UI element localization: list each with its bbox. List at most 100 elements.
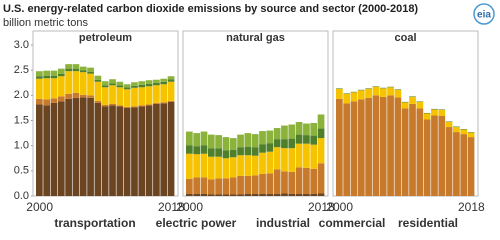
bar-segment <box>123 84 131 88</box>
chart: U.S. energy-related carbon dioxide emiss… <box>3 3 495 230</box>
bar-segment <box>43 99 51 106</box>
panel-title: petroleum <box>79 32 132 44</box>
bar-segment <box>109 83 116 86</box>
bar-segment <box>379 88 387 97</box>
bar-segment <box>416 108 424 196</box>
bar-segment <box>266 143 274 152</box>
bar-segment <box>72 92 80 98</box>
bar-segment <box>193 154 201 178</box>
bar-segment <box>409 103 416 196</box>
bar-segment <box>50 78 58 99</box>
bar-segment <box>138 87 146 106</box>
bar-segment <box>431 108 438 110</box>
x-tick-label: 2000 <box>176 200 203 214</box>
bar-segment <box>237 155 244 176</box>
bar-segment <box>394 89 402 90</box>
bar-segment <box>438 109 446 116</box>
bar-segment <box>65 64 72 69</box>
bar-segment <box>317 193 325 196</box>
bar-segment <box>244 193 252 196</box>
bar-segment <box>438 109 446 110</box>
bar-segment <box>57 73 65 77</box>
bar-segment <box>207 179 215 195</box>
bar-segment <box>350 91 358 93</box>
bar-segment <box>259 131 266 145</box>
bar-segment <box>401 101 409 103</box>
bar-segment <box>215 178 222 195</box>
y-tick-label: 0.0 <box>14 190 29 202</box>
bar-segment <box>288 124 296 139</box>
bar-segment <box>57 76 65 97</box>
bar-segment <box>65 71 72 94</box>
bar-segment <box>72 71 80 93</box>
bar-segment <box>43 78 51 100</box>
bar-segment <box>153 82 160 86</box>
bar-segment <box>273 128 281 140</box>
bar-segment <box>36 104 43 196</box>
bar-segment <box>379 87 387 89</box>
bar-segment <box>303 123 310 136</box>
bar-segment <box>273 147 281 170</box>
bar-segment <box>350 92 358 102</box>
bar-segment <box>431 109 438 116</box>
bar-segment <box>87 71 94 74</box>
bar-segment <box>57 68 65 74</box>
bar-segment <box>343 103 351 196</box>
chart-title: U.S. energy-related carbon dioxide emiss… <box>3 3 418 15</box>
bar-segment <box>138 81 146 85</box>
y-tick-label: 2.0 <box>14 89 29 101</box>
bar-segment <box>288 171 296 194</box>
bar-segment <box>467 137 475 196</box>
bar-segment <box>281 148 288 172</box>
bar-segment <box>207 134 215 149</box>
bar-segment <box>365 88 372 89</box>
bar-segment <box>50 70 58 76</box>
bar-segment <box>453 127 460 133</box>
bar-segment <box>145 105 153 196</box>
bar-segment <box>193 177 201 194</box>
bar-segment <box>36 98 43 105</box>
bar-segment <box>138 84 146 88</box>
bar-segment <box>310 144 318 169</box>
x-tick-label: 2018 <box>308 200 335 214</box>
bar-segment <box>153 79 160 83</box>
bar-segment <box>36 78 43 99</box>
bar-segment <box>145 80 153 84</box>
bar-segment <box>251 155 259 176</box>
bar-segment <box>288 138 296 149</box>
bar-segment <box>123 107 131 196</box>
y-tick-label: 3.0 <box>14 39 29 51</box>
bar-segment <box>317 128 325 139</box>
bar-segment <box>123 106 131 108</box>
bar-segment <box>387 95 394 196</box>
bar-segment <box>222 158 230 179</box>
bar-segment <box>281 171 288 194</box>
bar-segment <box>153 85 160 103</box>
bar-segment <box>303 193 310 196</box>
bar-segment <box>94 102 102 196</box>
bar-segment <box>273 193 281 196</box>
bar-segment <box>445 127 453 196</box>
bar-segment <box>423 113 431 120</box>
logo-ring <box>473 3 495 25</box>
bar-segment <box>251 147 259 156</box>
bar-segment <box>229 194 237 196</box>
bar-segment <box>222 194 230 196</box>
bar-segment <box>317 114 325 129</box>
bar-segment <box>237 175 244 195</box>
bar-segment <box>365 88 372 98</box>
panel-title: coal <box>394 32 416 44</box>
x-tick-label: 2000 <box>26 200 53 214</box>
bar-segment <box>94 81 102 101</box>
bar-segment <box>87 67 94 72</box>
legend-label: transportation <box>54 216 135 230</box>
bar-segment <box>131 82 138 86</box>
bar-segment <box>303 167 310 194</box>
bar-segment <box>365 97 372 196</box>
bar-segment <box>295 167 303 194</box>
bar-segment <box>244 133 252 147</box>
bar-segment <box>343 93 351 94</box>
bar-segment <box>251 193 259 196</box>
bar-segment <box>200 177 208 194</box>
bar-segment <box>167 79 175 82</box>
